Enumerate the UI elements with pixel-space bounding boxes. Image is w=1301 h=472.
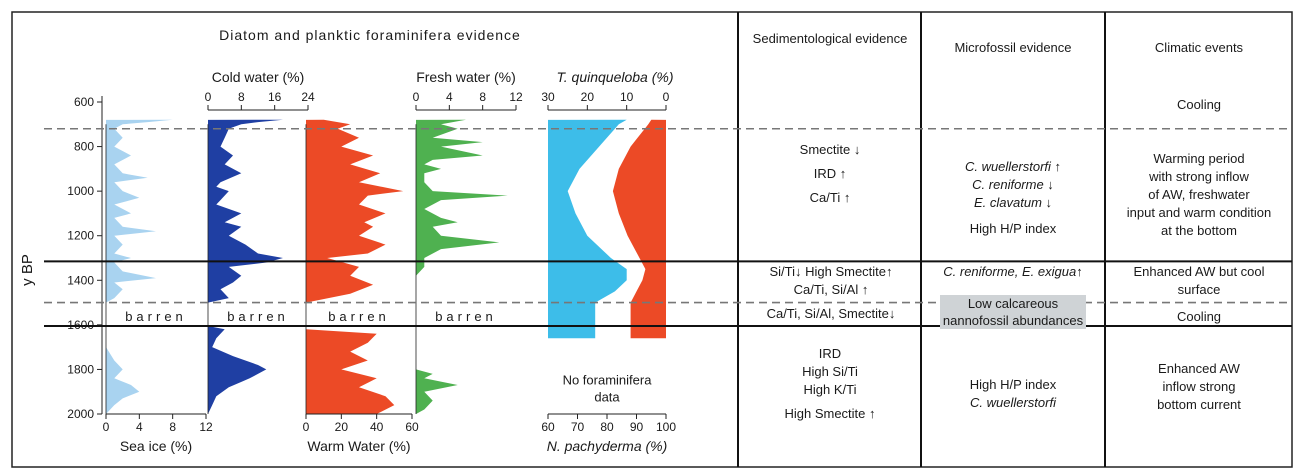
fresh-water-x-tick-label: 12 bbox=[509, 90, 523, 104]
y-tick-label: 600 bbox=[74, 95, 94, 109]
cold-water-x-tick-label: 24 bbox=[301, 90, 315, 104]
n-pachyderma-area bbox=[612, 119, 666, 339]
warm-water-x-tick-label: 0 bbox=[303, 420, 310, 434]
no-data-label: data bbox=[594, 390, 620, 405]
foram-bottom-label: N. pachyderma (%) bbox=[547, 438, 668, 454]
climate-zone-2: Warming period with strong inflow of AW,… bbox=[1126, 151, 1272, 238]
header-climatic: Climatic events bbox=[1154, 40, 1244, 55]
fresh-water-x-tick-label: 8 bbox=[479, 90, 486, 104]
climate-zone-1: Cooling bbox=[1176, 97, 1222, 112]
tracks-layer: 0 4 8 12 Sea ice (%) barren 0 8 16 24 Cold water (… bbox=[103, 69, 523, 454]
y-tick-label: 2000 bbox=[67, 407, 94, 421]
warm-water-x-tick-label: 20 bbox=[335, 420, 349, 434]
fresh-water-x-tick-label: 0 bbox=[413, 90, 420, 104]
micro-zone-5: High H/P index C. wuellerstorfi bbox=[969, 377, 1057, 410]
micro-zone-2: C. wuellerstorfi ↑ C. reniforme ↓ E. cla… bbox=[964, 159, 1062, 236]
cold-water-x-tick-label: 8 bbox=[238, 90, 245, 104]
fresh-water-label: Fresh water (%) bbox=[416, 69, 516, 85]
foram-top-tick-label: 30 bbox=[541, 90, 555, 104]
warm-water-label: Warm Water (%) bbox=[307, 438, 410, 454]
sed-zone-5: IRD High Si/Ti High K/Ti High Smectite ↑ bbox=[784, 346, 876, 421]
cold-water-area bbox=[208, 119, 283, 415]
warm-water-area bbox=[306, 119, 404, 415]
foram-top-tick-label: 0 bbox=[663, 90, 670, 104]
foram-bottom-tick-label: 80 bbox=[600, 420, 614, 434]
fresh-water-barren-label: barren bbox=[435, 309, 497, 324]
climate-zone-5: Enhanced AW inflow strong bottom current bbox=[1157, 361, 1241, 412]
cold-water-x-tick-label: 0 bbox=[205, 90, 212, 104]
foram-top-tick-label: 10 bbox=[620, 90, 634, 104]
foram-bottom-tick-label: 100 bbox=[656, 420, 676, 434]
cold-water-barren-label: barren bbox=[227, 309, 289, 324]
sed-zone-2: Smectite ↓ IRD ↑ Ca/Ti ↑ bbox=[799, 142, 861, 205]
sea-ice-x-tick-label: 12 bbox=[199, 420, 213, 434]
sed-zone-3: Si/Ti↓ High Smectite↑ Ca/Ti, Si/Al ↑ bbox=[769, 264, 893, 297]
y-tick-label: 1000 bbox=[67, 184, 94, 198]
y-tick-label: 1800 bbox=[67, 362, 94, 376]
foram-bottom-tick-label: 60 bbox=[541, 420, 555, 434]
sea-ice-label: Sea ice (%) bbox=[120, 438, 192, 454]
header-microfossil: Microfossil evidence bbox=[954, 40, 1072, 55]
sea-ice-barren-label: barren bbox=[125, 309, 187, 324]
sed-zone-4: Ca/Ti, Si/Al, Smectite↓ bbox=[766, 306, 896, 321]
warm-water-x-tick-label: 40 bbox=[370, 420, 384, 434]
fresh-water-x-tick-label: 4 bbox=[446, 90, 453, 104]
foram-bottom-tick-label: 90 bbox=[630, 420, 644, 434]
warm-water-barren-label: barren bbox=[328, 309, 390, 324]
warm-water-x-tick-label: 60 bbox=[405, 420, 419, 434]
sea-ice-area bbox=[106, 119, 173, 415]
figure-frame bbox=[11, 11, 1293, 468]
y-tick-label: 1400 bbox=[67, 273, 94, 287]
foram-top-label: T. quinqueloba (%) bbox=[556, 69, 673, 85]
sea-ice-x-tick-label: 8 bbox=[169, 420, 176, 434]
t-quinqueloba-area bbox=[548, 119, 627, 339]
header-sedimentological: Sedimentological evidence bbox=[752, 31, 908, 46]
micro-zone-4: Low calcareous nannofossil abundances bbox=[940, 295, 1086, 329]
y-tick-label: 1600 bbox=[67, 318, 94, 332]
sea-ice-x-tick-label: 0 bbox=[103, 420, 110, 434]
cold-water-x-tick-label: 16 bbox=[268, 90, 282, 104]
y-axis: 600 800 1000 1200 1400 1600 1800 2000 bbox=[67, 95, 103, 421]
y-tick-label: 1200 bbox=[67, 229, 94, 243]
climate-zone-4: Cooling bbox=[1176, 309, 1222, 324]
y-axis-label: y BP bbox=[19, 254, 36, 286]
climate-zone-3: Enhanced AW but cool surface bbox=[1133, 264, 1265, 297]
micro-zone-3: C. reniforme, E. exigua↑ bbox=[943, 264, 1083, 279]
y-tick-label: 800 bbox=[74, 140, 94, 154]
no-data-label: No foraminifera bbox=[563, 373, 653, 388]
foram-top-tick-label: 20 bbox=[581, 90, 595, 104]
fresh-water-area bbox=[416, 119, 508, 415]
cold-water-label: Cold water (%) bbox=[212, 69, 305, 85]
foram-bottom-tick-label: 70 bbox=[571, 420, 585, 434]
panel-title: Diatom and planktic foraminifera evidenc… bbox=[219, 27, 521, 43]
sea-ice-x-tick-label: 4 bbox=[136, 420, 143, 434]
